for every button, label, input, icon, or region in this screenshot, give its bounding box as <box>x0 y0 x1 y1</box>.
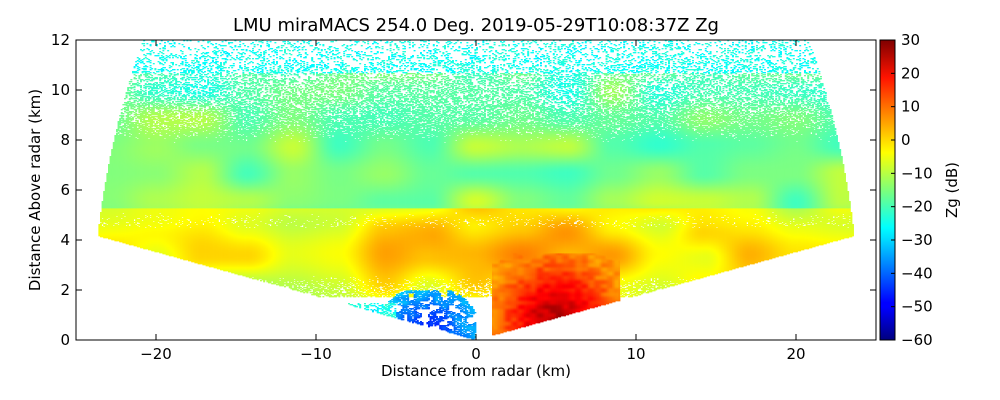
echo-cell <box>370 303 372 304</box>
echo-cell <box>450 311 452 312</box>
echo-cell <box>382 304 384 305</box>
echo-cell <box>348 303 350 304</box>
echo-cell <box>374 309 376 310</box>
echo-cell <box>394 310 396 311</box>
echo-cell <box>441 316 443 317</box>
echo-cell <box>458 313 460 314</box>
echo-cell <box>358 303 360 304</box>
echo-cell <box>450 329 452 330</box>
echo-cell <box>374 303 376 304</box>
echo-cell <box>374 305 376 306</box>
echo-cell <box>471 315 473 316</box>
echo-cell <box>471 306 473 307</box>
echo-cell <box>394 308 396 309</box>
echo-cell <box>454 312 456 313</box>
echo-cell <box>420 313 422 314</box>
echo-cell <box>474 322 476 323</box>
echo-cell <box>390 313 392 314</box>
echo-cell <box>370 309 372 310</box>
echo-cell <box>367 309 369 310</box>
echo-cell <box>377 303 379 304</box>
echo-cell <box>354 305 356 306</box>
echo-cell <box>422 303 424 304</box>
echo-cell <box>364 303 366 304</box>
echo-cell <box>433 310 435 311</box>
echo-cell <box>351 304 353 305</box>
echo-cell <box>420 321 422 322</box>
